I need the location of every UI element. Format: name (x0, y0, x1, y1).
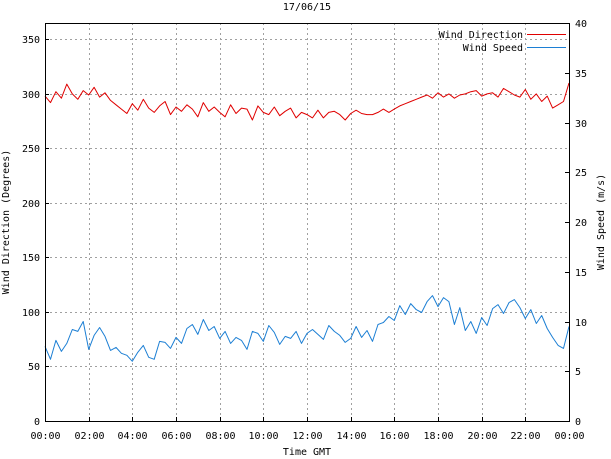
y-right-tick-label: 35 (575, 69, 587, 80)
chart-title: 17/06/15 (283, 2, 331, 13)
y-left-axis-title: Wind Direction (Degrees) (1, 150, 12, 295)
series-line-wind-speed (44, 295, 570, 362)
y-right-tick-label: 0 (575, 417, 581, 428)
x-tick-label: 00:00 (554, 431, 584, 442)
y-left-tick-label: 300 (22, 90, 40, 101)
x-tick-label: 04:00 (117, 431, 147, 442)
y-left-tick-label: 0 (34, 417, 40, 428)
legend-label-wind-speed: Wind Speed (463, 43, 523, 54)
y-right-tick-label: 15 (575, 268, 587, 279)
x-tick-label: 20:00 (467, 431, 497, 442)
grid-layer (45, 23, 569, 421)
legend: Wind Direction Wind Speed (439, 30, 566, 54)
x-tick-label: 02:00 (74, 431, 104, 442)
x-tick-label: 12:00 (292, 431, 322, 442)
x-tick-label: 00:00 (30, 431, 60, 442)
x-tick-label: 10:00 (248, 431, 278, 442)
x-tick-label: 16:00 (379, 431, 409, 442)
x-axis-title: Time GMT (283, 447, 331, 458)
y-right-tick-label: 30 (575, 119, 587, 130)
y-left-tick-label: 350 (22, 35, 40, 46)
series-layer (44, 82, 570, 362)
legend-entry-wind-direction: Wind Direction (439, 30, 566, 41)
tick-layer: 00:00 02:00 04:00 06:00 08:00 10:00 12:00 14:00… (22, 19, 587, 442)
y-left-tick-label: 150 (22, 253, 40, 264)
series-line-wind-direction (44, 82, 570, 121)
x-tick-label: 18:00 (423, 431, 453, 442)
y-right-tick-label: 40 (575, 19, 587, 30)
x-tick-label: 22:00 (510, 431, 540, 442)
legend-entry-wind-speed: Wind Speed (463, 43, 566, 54)
x-tick-label: 08:00 (205, 431, 235, 442)
x-tick-label: 14:00 (336, 431, 366, 442)
y-right-axis-title: Wind Speed (m/s) (596, 174, 607, 270)
y-right-tick-label: 25 (575, 168, 587, 179)
plot-frame (45, 23, 570, 422)
y-left-tick-label: 100 (22, 308, 40, 319)
x-tick-label: 06:00 (161, 431, 191, 442)
y-right-tick-label: 10 (575, 318, 587, 329)
y-right-tick-label: 5 (575, 367, 581, 378)
y-left-tick-label: 200 (22, 199, 40, 210)
legend-label-wind-direction: Wind Direction (439, 30, 523, 41)
y-left-tick-label: 250 (22, 144, 40, 155)
y-left-tick-label: 50 (28, 362, 40, 373)
y-right-tick-label: 20 (575, 218, 587, 229)
